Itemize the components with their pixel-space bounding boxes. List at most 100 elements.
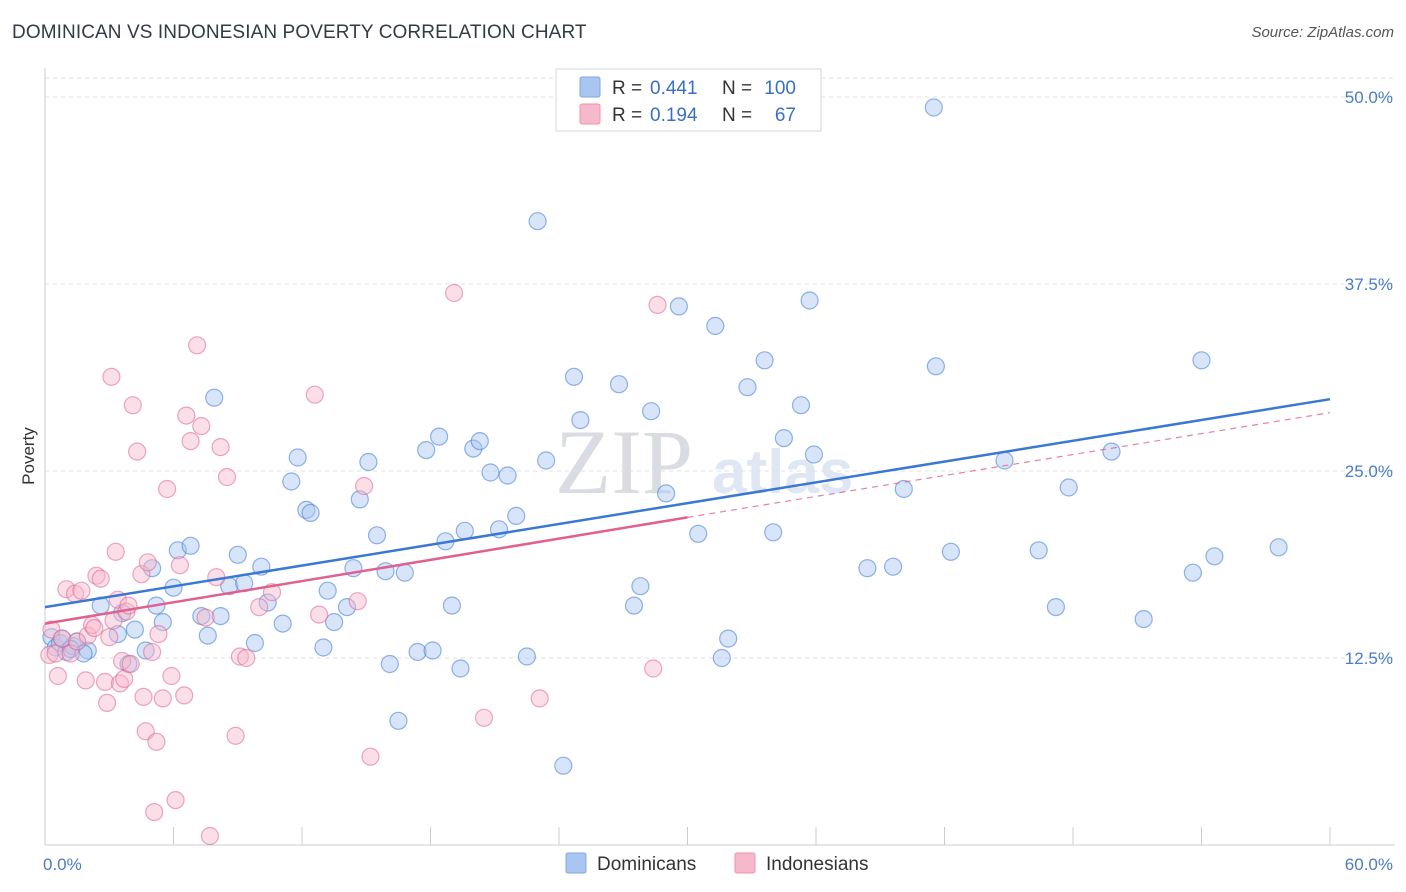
indonesian-point-28 <box>121 654 140 674</box>
dominican-point-15 <box>136 641 155 660</box>
dominican-point-52 <box>430 427 449 446</box>
indonesian-point-63 <box>361 747 380 766</box>
dominican-point-80 <box>755 351 774 370</box>
dominican-point-66 <box>554 756 573 775</box>
indonesian-point-55 <box>230 647 249 666</box>
indonesian-point-36 <box>145 802 164 822</box>
indonesian-point-44 <box>175 686 194 705</box>
legend-swatch-indonesians <box>579 103 601 125</box>
y-tick-labels: 12.5% 25.0% 37.5% 50.0% <box>1345 88 1393 668</box>
dominican-point-24 <box>205 388 224 407</box>
dominican-point-54 <box>442 596 461 615</box>
dominican-point-99 <box>1192 351 1211 370</box>
dominican-point-93 <box>1029 541 1048 560</box>
chart-title: DOMINICAN VS INDONESIAN POVERTY CORRELAT… <box>12 22 587 43</box>
indonesian-point-30 <box>128 442 147 461</box>
indonesian-point-0 <box>40 645 59 665</box>
dominican-point-37 <box>314 638 333 657</box>
dominican-point-86 <box>858 559 877 578</box>
indonesian-point-37 <box>147 732 166 751</box>
indonesian-point-67 <box>644 659 663 678</box>
dominican-point-61 <box>498 466 517 485</box>
source-label: Source: ZipAtlas.com <box>1251 24 1394 41</box>
dominican-point-42 <box>350 490 369 509</box>
dominican-point-100 <box>1205 547 1224 566</box>
indonesian-point-8 <box>67 632 87 651</box>
indonesian-point-68 <box>648 295 667 314</box>
legend-r-label-2: R = <box>612 105 642 126</box>
indonesian-point-18 <box>100 627 119 647</box>
indonesian-trend-line <box>44 516 688 625</box>
dominican-point-69 <box>609 375 629 394</box>
indonesian-point-43 <box>170 556 189 575</box>
bottom-legend-label-indonesians: Indonesians <box>766 854 868 875</box>
indonesian-point-56 <box>237 648 256 668</box>
dominican-point-78 <box>719 629 738 648</box>
series-legend: Dominicans Indonesians <box>565 852 868 875</box>
dominican-point-83 <box>791 396 811 415</box>
x-tick-label-1: 60.0% <box>1345 855 1393 874</box>
indonesian-point-42 <box>166 790 185 810</box>
dominican-point-39 <box>325 612 344 632</box>
dominican-point-98 <box>1183 563 1203 582</box>
indonesian-point-11 <box>78 626 97 645</box>
indonesian-point-16 <box>95 672 115 692</box>
legend-n-value-2: 67 <box>775 105 796 126</box>
dominican-trend-line <box>44 397 1331 609</box>
indonesian-point-66 <box>530 689 549 708</box>
dominican-point-79 <box>738 378 757 397</box>
dominican-point-31 <box>258 593 277 612</box>
indonesian-point-35 <box>143 642 162 662</box>
indonesian-point-57 <box>250 597 269 617</box>
indonesian-point-50 <box>200 826 219 846</box>
bottom-legend-swatch-dominicans <box>565 852 587 874</box>
dominican-point-97 <box>1134 609 1153 629</box>
indonesian-point-61 <box>348 592 367 611</box>
dominican-point-95 <box>1059 478 1078 497</box>
dominican-point-18 <box>153 612 172 632</box>
dominican-point-51 <box>423 641 442 660</box>
indonesian-point-4 <box>52 629 72 648</box>
indonesian-point-45 <box>177 406 196 425</box>
dominican-point-40 <box>337 597 357 617</box>
x-tick-labels: 0.0% 60.0% <box>43 855 1393 874</box>
indonesian-point-54 <box>226 726 245 745</box>
dominican-point-38 <box>318 581 337 600</box>
indonesian-point-59 <box>305 385 324 404</box>
indonesian-point-46 <box>181 432 200 451</box>
dominican-point-58 <box>470 432 489 451</box>
dominican-point-71 <box>631 577 650 596</box>
legend-n-value-1: 100 <box>764 78 796 99</box>
dominican-point-56 <box>451 659 470 678</box>
dominican-point-67 <box>564 367 584 386</box>
dominican-point-59 <box>481 463 500 482</box>
stats-legend: R = 0.441 N = 100 R = 0.194 N = 67 <box>555 68 822 132</box>
dominican-point-81 <box>764 523 783 542</box>
dominican-point-29 <box>245 633 264 653</box>
indonesian-point-9 <box>72 581 91 600</box>
trend-lines <box>44 397 1331 625</box>
indonesian-point-13 <box>85 618 104 638</box>
y-tick-label-3: 50.0% <box>1345 88 1393 107</box>
dominican-point-70 <box>624 596 644 615</box>
dominican-point-88 <box>894 479 913 499</box>
legend-swatch-dominicans <box>579 76 601 98</box>
dominican-point-96 <box>1102 442 1121 461</box>
dominican-point-91 <box>941 542 961 561</box>
dominican-point-14 <box>125 620 144 639</box>
dominican-point-85 <box>804 445 824 464</box>
bottom-legend-swatch-indonesians <box>734 852 756 874</box>
indonesian-point-10 <box>76 671 95 690</box>
dominican-point-75 <box>689 524 708 543</box>
indonesian-point-25 <box>115 669 134 689</box>
y-axis-label: Poverty <box>19 427 38 485</box>
dominican-point-57 <box>464 439 483 458</box>
indonesian-point-60 <box>310 605 329 624</box>
dominican-point-55 <box>455 521 474 540</box>
indonesian-point-52 <box>211 438 230 457</box>
dominican-point-84 <box>800 291 819 310</box>
indonesian-point-65 <box>474 708 494 727</box>
indonesian-point-53 <box>217 467 237 487</box>
legend-n-label-1: N = <box>722 78 752 99</box>
dominican-point-68 <box>571 411 590 430</box>
